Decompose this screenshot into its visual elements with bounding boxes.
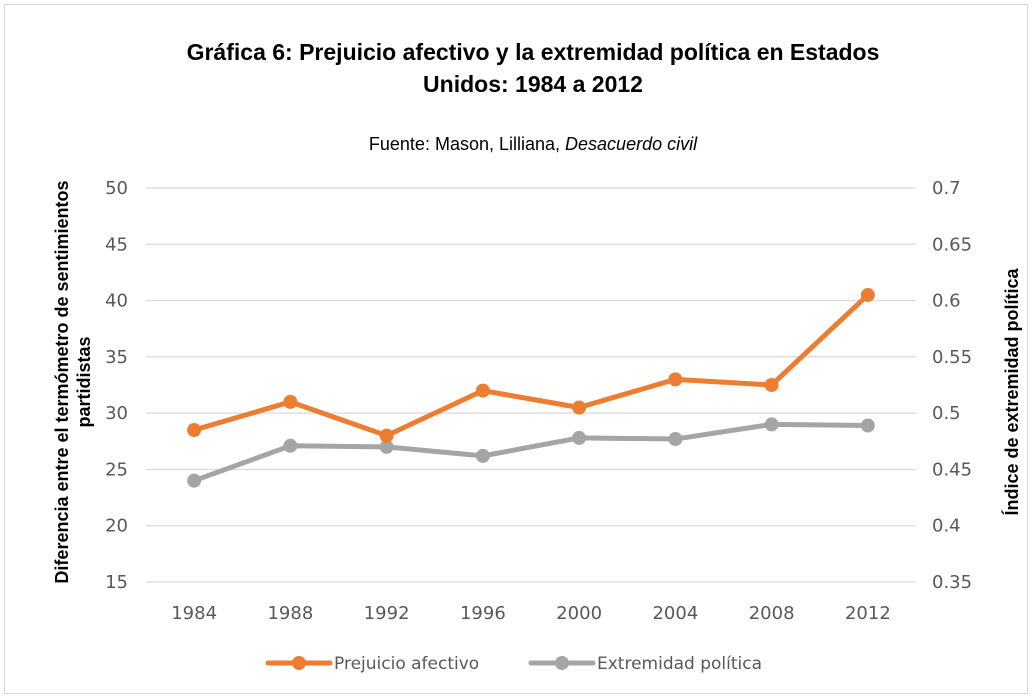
chart-subtitle-book: Desacuerdo civil xyxy=(565,134,698,154)
data-point-prejuicio xyxy=(475,383,490,398)
legend-item-extremidad: Extremidad política xyxy=(528,654,762,674)
y-tick-label: 30 xyxy=(105,403,128,424)
data-point-extremidad xyxy=(572,430,587,445)
y-tick-label: 25 xyxy=(105,459,128,480)
chart-subtitle-source: Fuente: Mason, Lilliana, xyxy=(369,134,565,154)
data-point-prejuicio xyxy=(668,372,683,387)
legend-marker-prejuicio xyxy=(292,656,306,670)
data-point-extremidad xyxy=(475,448,490,463)
legend-marker-extremidad xyxy=(555,656,569,670)
y-tick-label: 20 xyxy=(105,516,128,537)
chart-frame xyxy=(4,4,1028,694)
chart-title-line-1: Gráfica 6: Prejuicio afectivo y la extre… xyxy=(187,39,880,65)
x-tick-label: 1984 xyxy=(171,603,217,624)
y-tick-label: 35 xyxy=(105,347,128,368)
data-point-prejuicio xyxy=(187,423,202,438)
data-point-extremidad xyxy=(283,438,298,453)
x-tick-label: 2008 xyxy=(749,603,795,624)
data-point-extremidad xyxy=(860,418,875,433)
legend-item-prejuicio: Prejuicio afectivo xyxy=(265,654,479,674)
y-axis-title-line-1: Diferencia entre el termómetro de sentim… xyxy=(52,180,72,583)
x-axis-ticks: 1984 1988 1992 1996 2000 2004 2008 2012 xyxy=(171,603,891,624)
y-tick-label: 15 xyxy=(105,572,128,593)
legend-label-extremidad: Extremidad política xyxy=(597,654,762,674)
data-point-prejuicio xyxy=(572,400,587,415)
y-tick-label: 40 xyxy=(105,291,128,312)
series-extremidad xyxy=(187,417,875,488)
y2-tick-label: 0.5 xyxy=(932,403,961,424)
data-point-prejuicio xyxy=(860,287,875,302)
y2-tick-label: 0.6 xyxy=(932,291,961,312)
chart-subtitle: Fuente: Mason, Lilliana, Desacuerdo civi… xyxy=(369,134,698,154)
y-tick-label: 45 xyxy=(105,234,128,255)
data-point-prejuicio xyxy=(764,378,779,392)
chart-title-line-2: Unidos: 1984 a 2012 xyxy=(423,71,643,97)
x-tick-label: 1988 xyxy=(267,603,313,624)
y-axis-ticks: 50 45 40 35 30 25 20 15 xyxy=(105,178,128,593)
y-axis-title-line-2: partidistas xyxy=(74,336,94,427)
y2-axis-ticks: 0.7 0.65 0.6 0.55 0.5 0.45 0.4 0.35 xyxy=(932,178,972,593)
x-tick-label: 2012 xyxy=(845,603,891,624)
y2-tick-label: 0.7 xyxy=(932,178,961,199)
series-line-extremidad xyxy=(191,421,871,484)
y-tick-label: 50 xyxy=(105,178,128,199)
legend: Prejuicio afectivo Extremidad política xyxy=(265,654,762,674)
x-tick-label: 1996 xyxy=(460,603,506,624)
y2-tick-label: 0.35 xyxy=(932,572,972,593)
x-tick-label: 1992 xyxy=(364,603,410,624)
data-point-prejuicio xyxy=(379,428,394,443)
x-tick-label: 2000 xyxy=(556,603,602,624)
series-layer xyxy=(187,287,875,488)
data-point-extremidad xyxy=(187,473,202,488)
data-point-extremidad xyxy=(668,432,683,447)
y2-axis-title: Índice de extremidad política xyxy=(1001,267,1022,515)
data-point-extremidad xyxy=(764,417,779,432)
legend-label-prejuicio: Prejuicio afectivo xyxy=(334,654,479,674)
gridlines xyxy=(146,187,916,583)
series-prejuicio xyxy=(187,287,875,443)
y2-tick-label: 0.55 xyxy=(932,347,972,368)
data-point-extremidad xyxy=(379,439,394,454)
y2-tick-label: 0.4 xyxy=(932,516,961,537)
series-line-prejuicio xyxy=(191,292,871,439)
y2-tick-label: 0.65 xyxy=(932,234,972,255)
x-tick-label: 2004 xyxy=(652,603,698,624)
y2-tick-label: 0.45 xyxy=(932,459,972,480)
data-point-prejuicio xyxy=(283,394,298,409)
